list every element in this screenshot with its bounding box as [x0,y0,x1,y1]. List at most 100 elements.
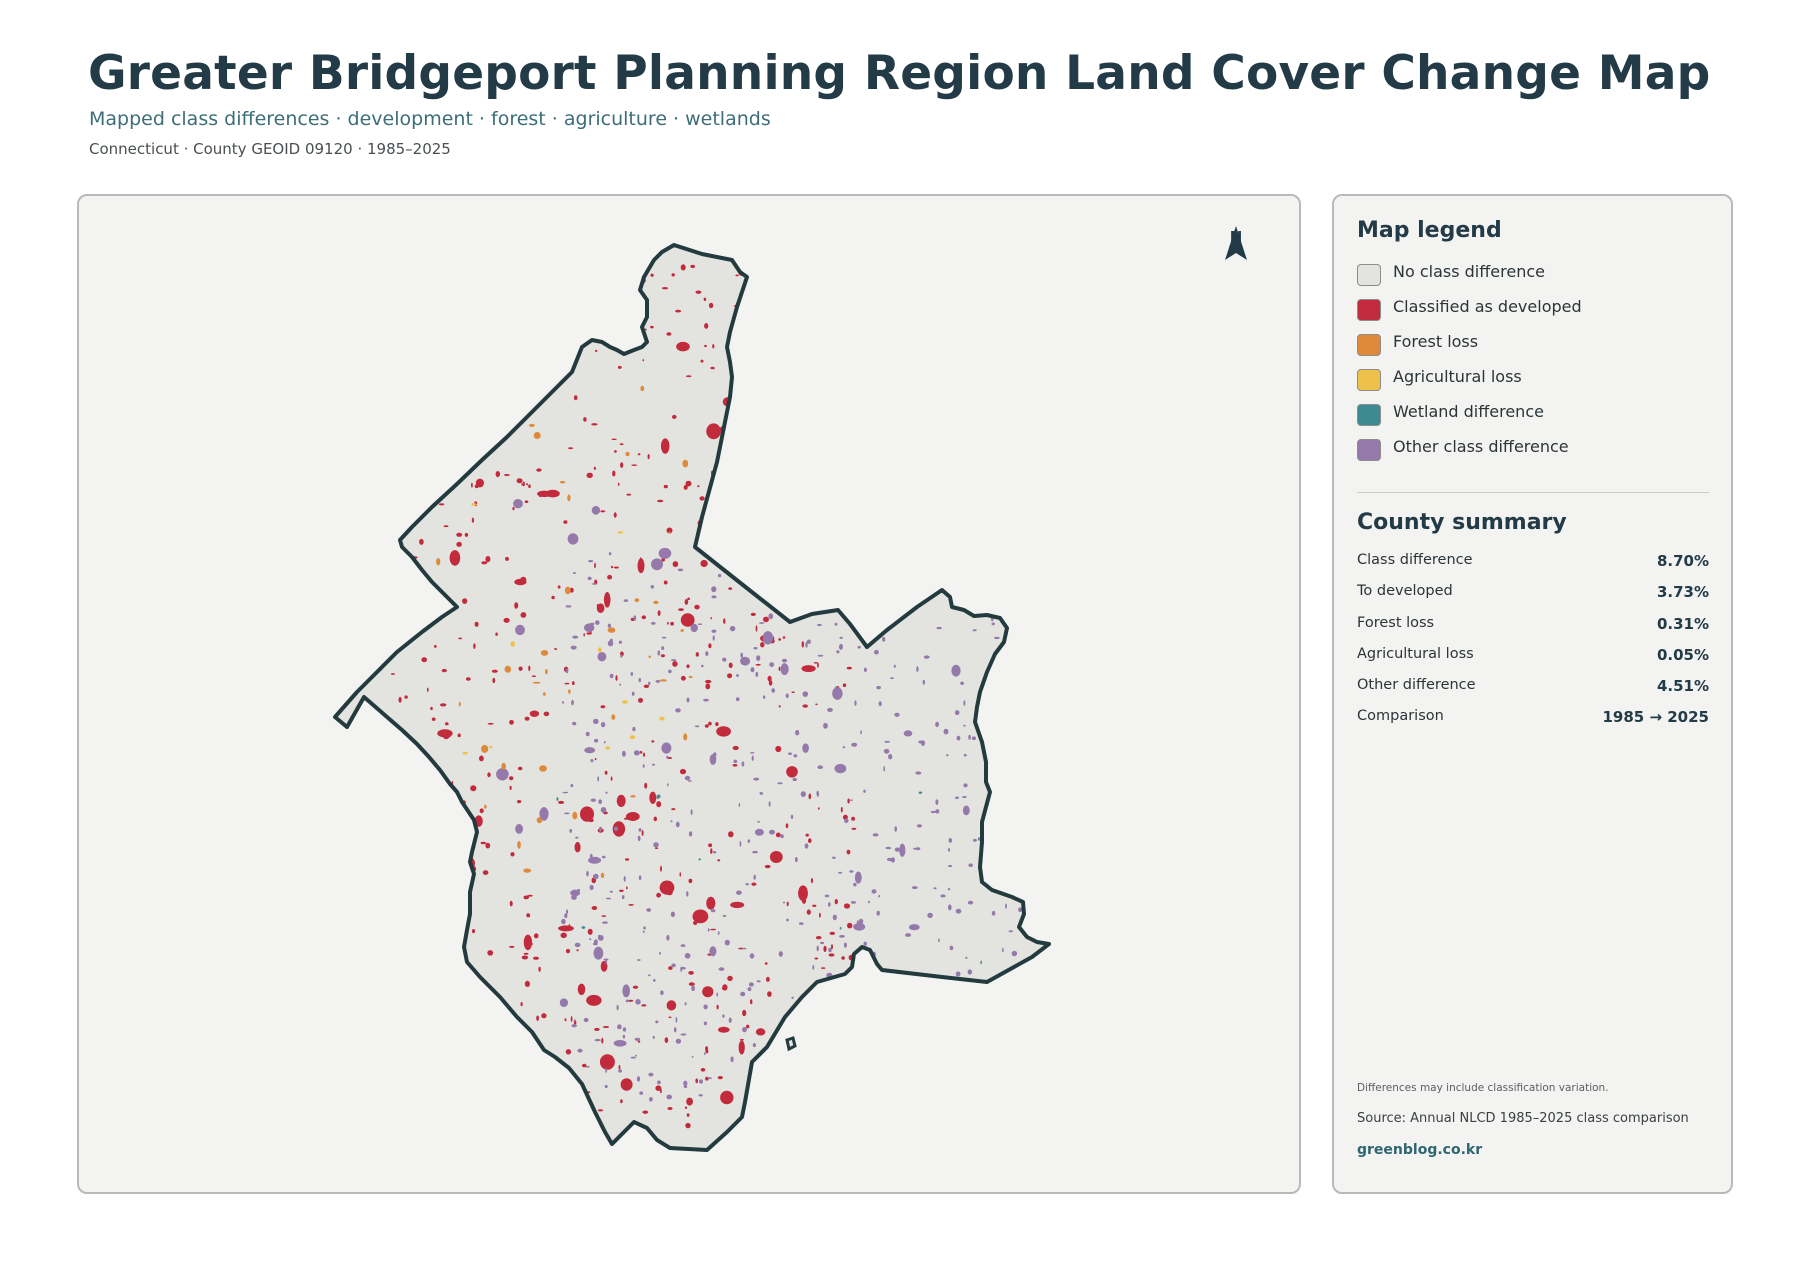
developed-patch [780,1104,783,1108]
other-change-patch [1007,571,1012,574]
developed-patch [703,297,707,301]
summary-label: Agricultural loss [1357,645,1474,662]
other-change-patch [753,874,756,880]
other-change-patch [851,742,858,747]
developed-patch [667,621,669,625]
other-change-patch [609,890,613,893]
other-change-patch [755,671,759,677]
developed-patch [851,816,855,821]
other-change-patch [834,622,838,626]
developed-patch [492,677,496,684]
developed-patch [567,335,583,343]
developed-patch [769,851,783,863]
developed-patch [644,782,648,789]
wetland-patch [581,926,586,929]
forest-loss-patch [504,665,512,673]
developed-patch [801,403,809,419]
other-change-patch [648,681,651,686]
other-change-patch [941,567,944,571]
developed-patch [427,357,432,363]
other-change-patch [955,971,961,977]
developed-patch [747,564,752,567]
developed-patch [410,608,414,614]
developed-patch [847,798,850,804]
developed-patch [828,953,835,957]
other-change-patch [745,883,749,886]
developed-patch [782,394,785,399]
developed-patch [443,918,449,923]
forest-loss-patch [611,714,616,720]
other-change-patch [601,855,606,859]
other-change-patch [1016,855,1019,859]
other-change-patch [1008,581,1010,586]
developed-patch [457,733,461,738]
other-change-patch [1004,1050,1010,1056]
other-change-patch [622,1027,627,1032]
developed-patch [813,662,819,664]
north-arrow-icon [1225,226,1247,260]
developed-patch [516,478,523,484]
summary-label: Other difference [1357,677,1476,694]
other-change-patch [1015,1025,1018,1028]
other-change-patch [839,935,845,938]
developed-patch [597,298,604,303]
other-change-patch [786,918,789,922]
developed-patch [435,1037,439,1044]
other-change-patch [632,726,636,732]
other-change-patch [808,1083,814,1090]
developed-patch [537,490,552,497]
other-change-patch [604,1084,608,1089]
legend-item-forest-loss: Forest loss [1357,332,1582,369]
other-change-patch [893,664,896,668]
other-change-patch [680,944,686,947]
other-change-patch [826,1043,830,1047]
other-change-patch [943,728,949,735]
other-change-patch [983,1079,989,1083]
developed-patch [442,281,446,288]
legend-swatch [1357,264,1381,286]
other-change-patch [817,654,824,657]
developed-patch [526,483,528,486]
other-change-patch [915,1004,921,1008]
other-change-patch [947,888,951,891]
other-change-patch [946,1020,952,1025]
other-change-patch [764,1075,770,1081]
other-change-patch [667,783,669,787]
developed-patch [524,980,531,988]
other-change-patch [1037,581,1043,586]
other-change-patch [1027,690,1032,696]
other-change-patch [561,701,565,704]
other-change-patch [1024,635,1031,638]
other-change-patch [895,1086,898,1092]
developed-patch [778,1109,784,1116]
developed-patch [523,895,529,900]
other-change-patch [639,1091,644,1095]
developed-patch [407,946,411,951]
developed-patch [786,766,798,778]
other-change-patch [673,1027,677,1033]
other-change-patch [598,799,603,804]
other-change-patch [972,838,977,842]
other-change-patch [585,1066,590,1068]
other-change-patch [650,585,654,589]
developed-patch [826,505,830,508]
developed-patch [440,703,447,707]
developed-patch [470,785,477,792]
brand-link[interactable]: greenblog.co.kr [1357,1142,1483,1158]
other-change-patch [638,828,642,832]
developed-patch [587,928,593,935]
developed-patch [503,617,510,623]
other-change-patch [602,921,608,924]
other-change-patch [750,752,755,754]
developed-patch [766,976,770,982]
developed-patch [760,642,765,648]
forest-loss-patch [559,480,566,484]
developed-patch [650,325,654,329]
other-change-patch [995,982,1000,985]
other-change-patch [883,748,890,754]
developed-patch [632,286,635,292]
developed-patch [641,1004,647,1007]
developed-patch [638,697,643,703]
agricultural-loss-patch [659,716,665,721]
developed-patch [520,309,523,316]
